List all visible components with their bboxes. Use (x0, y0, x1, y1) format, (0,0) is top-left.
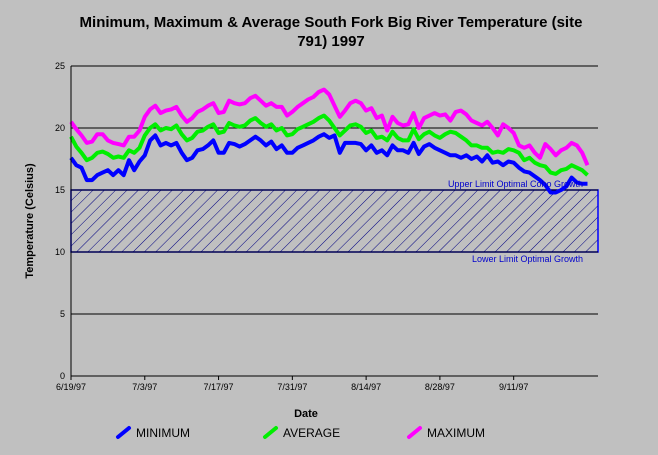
series-average-line (69, 113, 589, 177)
legend-swatch-maximum (407, 426, 422, 439)
y-tick-label: 20 (55, 123, 65, 133)
chart-title-line2: 791) 1997 (297, 33, 365, 50)
y-tick-label: 5 (60, 309, 65, 319)
y-axis-title: Temperature (Celsius) (24, 163, 36, 279)
y-tick-label: 10 (55, 247, 65, 257)
x-tick-label: 8/14/97 (351, 382, 381, 392)
series-lines (69, 87, 590, 195)
optimal-growth-band (70, 189, 599, 253)
legend-swatch-minimum (116, 426, 131, 439)
y-tick-label: 15 (55, 185, 65, 195)
y-tick-label: 0 (60, 371, 65, 381)
x-tick-labels: 6/19/97 7/3/97 7/17/97 7/31/97 8/14/97 8/28/9… (56, 376, 528, 392)
legend: MINIMUM AVERAGE MAXIMUM (116, 426, 485, 440)
x-tick-label: 7/17/97 (204, 382, 234, 392)
x-tick-label: 6/19/97 (56, 382, 86, 392)
legend-label-minimum: MINIMUM (136, 426, 190, 440)
series-minimum-line (69, 132, 588, 195)
x-axis-title: Date (294, 408, 318, 420)
legend-label-maximum: MAXIMUM (427, 426, 485, 440)
legend-label-average: AVERAGE (283, 426, 340, 440)
series-maximum-line (69, 87, 590, 166)
legend-swatch-average (263, 426, 278, 439)
x-tick-label: 9/11/97 (499, 382, 528, 392)
chart-title-line1: Minimum, Maximum & Average South Fork Bi… (80, 14, 583, 31)
x-tick-label: 7/3/97 (132, 382, 157, 392)
y-tick-label: 25 (55, 61, 65, 71)
upper-limit-label: Upper Limit Optimal Coho Growth (448, 179, 583, 189)
x-tick-label: 8/28/97 (425, 382, 455, 392)
lower-limit-label: Lower Limit Optimal Growth (472, 254, 583, 264)
y-tick-labels: 0 5 10 15 20 25 (55, 61, 65, 381)
x-tick-label: 7/31/97 (277, 382, 307, 392)
